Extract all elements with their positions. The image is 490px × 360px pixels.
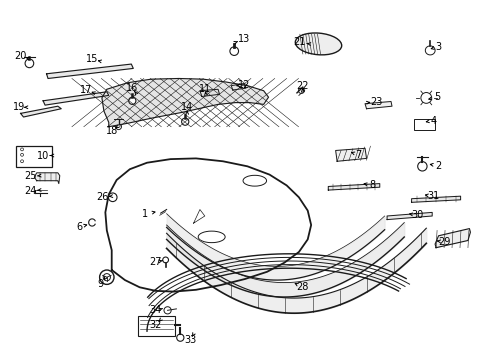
Polygon shape bbox=[102, 78, 269, 127]
Polygon shape bbox=[21, 106, 61, 117]
Text: 34: 34 bbox=[150, 305, 162, 315]
Text: 10: 10 bbox=[37, 150, 49, 161]
Text: 17: 17 bbox=[79, 85, 92, 95]
Circle shape bbox=[21, 148, 24, 151]
Text: 4: 4 bbox=[431, 116, 437, 126]
Text: 30: 30 bbox=[412, 210, 424, 220]
Text: 13: 13 bbox=[238, 34, 250, 44]
Polygon shape bbox=[412, 196, 461, 202]
Bar bbox=[16, 146, 52, 167]
Text: 27: 27 bbox=[149, 257, 162, 267]
Circle shape bbox=[103, 274, 110, 281]
Text: 18: 18 bbox=[106, 126, 118, 136]
Circle shape bbox=[99, 270, 114, 284]
Circle shape bbox=[163, 257, 169, 263]
Text: 25: 25 bbox=[24, 171, 37, 181]
Polygon shape bbox=[105, 158, 311, 292]
Text: 23: 23 bbox=[370, 96, 383, 107]
Text: 24: 24 bbox=[24, 186, 37, 196]
Text: 3: 3 bbox=[436, 42, 441, 52]
Text: 9: 9 bbox=[98, 279, 103, 289]
Polygon shape bbox=[387, 212, 432, 220]
Bar bbox=[414, 119, 435, 130]
Text: 29: 29 bbox=[439, 237, 451, 247]
Text: 8: 8 bbox=[369, 180, 375, 190]
Circle shape bbox=[230, 47, 239, 55]
Text: 32: 32 bbox=[149, 320, 162, 330]
Text: 12: 12 bbox=[238, 80, 250, 90]
Circle shape bbox=[177, 334, 184, 341]
Text: 19: 19 bbox=[13, 102, 24, 112]
Text: 22: 22 bbox=[296, 81, 309, 91]
Circle shape bbox=[21, 153, 24, 156]
Circle shape bbox=[417, 162, 427, 171]
Circle shape bbox=[116, 124, 122, 130]
Polygon shape bbox=[34, 173, 60, 184]
Text: 6: 6 bbox=[76, 222, 82, 232]
Text: 11: 11 bbox=[199, 84, 211, 94]
Text: 16: 16 bbox=[126, 83, 139, 93]
Polygon shape bbox=[365, 102, 392, 109]
Text: 14: 14 bbox=[181, 102, 193, 112]
Polygon shape bbox=[336, 148, 367, 161]
Circle shape bbox=[25, 59, 34, 68]
Text: 28: 28 bbox=[296, 282, 309, 292]
Circle shape bbox=[21, 160, 24, 163]
Text: 33: 33 bbox=[184, 335, 196, 345]
Polygon shape bbox=[328, 184, 380, 190]
Text: 26: 26 bbox=[97, 192, 109, 202]
Text: 15: 15 bbox=[86, 54, 98, 64]
Circle shape bbox=[421, 93, 432, 103]
Text: 1: 1 bbox=[142, 209, 147, 219]
Text: 20: 20 bbox=[14, 51, 27, 61]
Text: 2: 2 bbox=[436, 161, 441, 171]
Circle shape bbox=[164, 307, 171, 314]
Bar bbox=[138, 316, 175, 336]
Text: 5: 5 bbox=[434, 92, 440, 102]
Circle shape bbox=[108, 193, 117, 202]
Polygon shape bbox=[194, 210, 205, 223]
Polygon shape bbox=[200, 89, 220, 96]
Polygon shape bbox=[43, 92, 109, 105]
Text: 7: 7 bbox=[356, 150, 362, 160]
Ellipse shape bbox=[295, 33, 342, 55]
Text: 31: 31 bbox=[427, 191, 440, 201]
Circle shape bbox=[129, 97, 136, 104]
Polygon shape bbox=[47, 64, 133, 78]
Polygon shape bbox=[231, 84, 246, 90]
Circle shape bbox=[182, 118, 189, 125]
Text: 21: 21 bbox=[294, 37, 306, 48]
Polygon shape bbox=[435, 229, 470, 248]
